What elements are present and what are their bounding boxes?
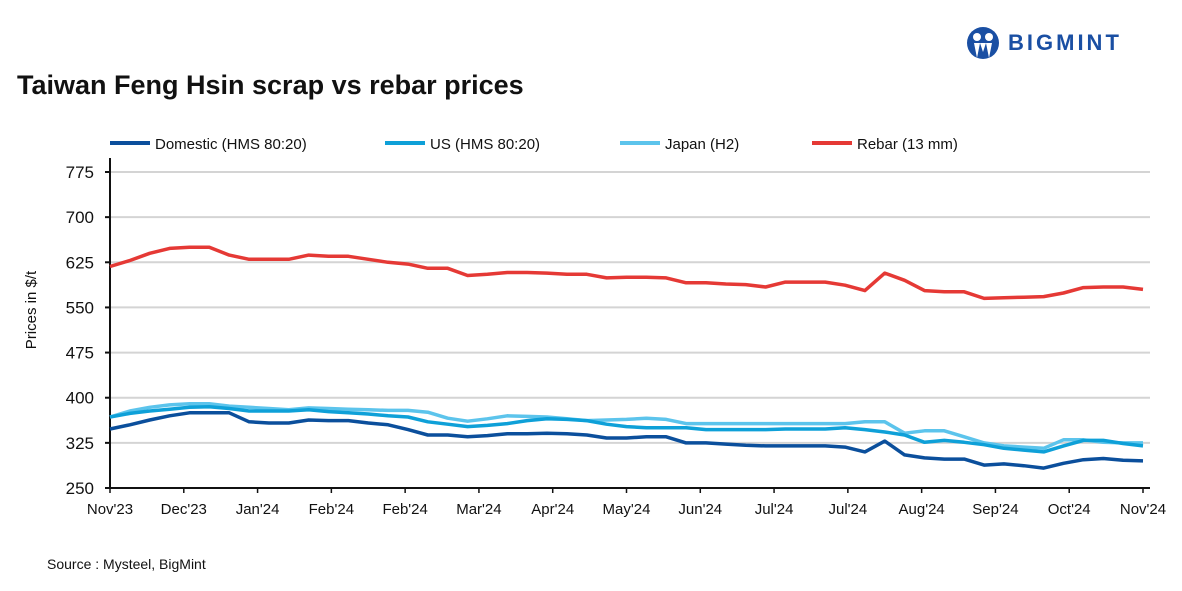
- x-tick-label: Aug'24: [899, 501, 945, 518]
- y-tick-label: 475: [66, 344, 94, 363]
- series-line-us-hms-80-20-: [109, 404, 1144, 454]
- legend-label: US (HMS 80:20): [430, 136, 540, 153]
- x-tick-label: Feb'24: [309, 501, 354, 518]
- bigmint-logo-icon: [967, 27, 999, 59]
- x-tick-label: Jun'24: [678, 501, 722, 518]
- x-tick-label: May'24: [603, 501, 651, 518]
- y-axis-label: Prices in $/t: [23, 270, 40, 349]
- y-tick-label: 325: [66, 434, 94, 453]
- x-tick-label: Jul'24: [828, 501, 867, 518]
- legend-label: Domestic (HMS 80:20): [155, 136, 307, 153]
- source-note: Source : Mysteel, BigMint: [47, 556, 206, 572]
- x-tick-label: Jan'24: [236, 501, 280, 518]
- x-tick-label: Oct'24: [1048, 501, 1091, 518]
- series-line-rebar-13-mm-: [109, 245, 1144, 301]
- series-line-domestic-hms-80-20-: [109, 411, 1144, 470]
- bigmint-logo-text: BIGMINT: [1008, 30, 1122, 55]
- legend-label: Rebar (13 mm): [857, 136, 958, 153]
- x-tick-label: Sep'24: [972, 501, 1018, 518]
- y-tick-label: 700: [66, 208, 94, 227]
- y-tick-label: 550: [66, 298, 94, 317]
- x-tick-label: Feb'24: [382, 501, 427, 518]
- x-tick-label: Dec'23: [161, 501, 207, 518]
- chart-title: Taiwan Feng Hsin scrap vs rebar prices: [17, 70, 524, 100]
- x-tick-label: Nov'23: [87, 501, 133, 518]
- x-tick-label: Nov'24: [1120, 501, 1166, 518]
- x-tick-label: Apr'24: [531, 501, 574, 518]
- y-tick-label: 775: [66, 163, 94, 182]
- y-tick-label: 625: [66, 253, 94, 272]
- legend-label: Japan (H2): [665, 136, 739, 153]
- bigmint-logo: BIGMINT: [966, 26, 1122, 60]
- y-tick-label: 400: [66, 389, 94, 408]
- x-tick-label: Jul'24: [755, 501, 794, 518]
- x-tick-label: Mar'24: [456, 501, 501, 518]
- y-tick-label: 250: [66, 479, 94, 498]
